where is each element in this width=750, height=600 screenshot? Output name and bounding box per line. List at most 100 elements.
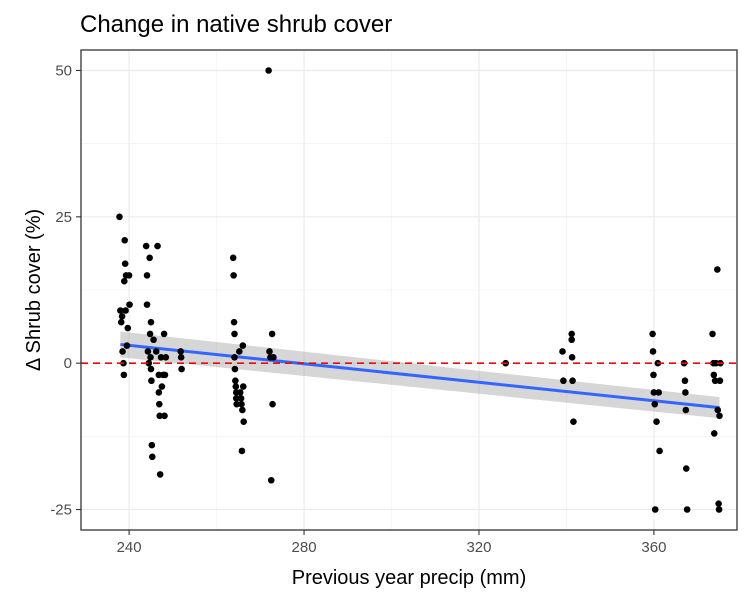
minor-gridlines	[81, 50, 737, 530]
data-point	[568, 336, 575, 344]
data-point	[143, 301, 151, 308]
data-point	[118, 313, 126, 320]
data-point	[682, 389, 689, 396]
y-axis: -25 0 25 50	[50, 62, 81, 519]
data-point	[123, 342, 131, 349]
y-tick-label: 50	[55, 62, 72, 79]
y-axis-title: Δ Shrub cover (%)	[23, 209, 45, 371]
data-point	[162, 354, 170, 361]
data-point	[681, 377, 689, 385]
data-point	[161, 412, 168, 420]
data-point	[710, 430, 718, 437]
data-point	[157, 354, 165, 361]
data-point	[270, 354, 277, 361]
data-point	[559, 348, 566, 355]
data-point	[158, 383, 166, 390]
x-tick-label: 360	[641, 539, 666, 556]
data-point	[117, 318, 125, 326]
data-point	[125, 272, 133, 279]
data-point	[154, 242, 161, 250]
data-point	[117, 307, 124, 314]
data-point	[232, 394, 240, 402]
data-point	[124, 324, 132, 332]
data-point	[714, 406, 722, 414]
data-point	[146, 330, 154, 338]
data-point	[143, 272, 151, 279]
data-point	[651, 400, 659, 408]
data-point	[161, 371, 169, 379]
data-point	[569, 377, 576, 385]
data-point	[120, 371, 128, 379]
x-axis-title: Previous year precip (mm)	[292, 567, 527, 589]
data-point	[268, 330, 276, 338]
x-axis: 240 280 320 360	[117, 530, 666, 556]
data-point	[160, 330, 168, 338]
data-point	[152, 348, 160, 355]
data-point	[121, 260, 129, 267]
data-point	[126, 301, 133, 308]
data-point	[155, 400, 163, 408]
data-point	[716, 377, 724, 385]
data-point	[145, 359, 153, 367]
data-point	[714, 266, 721, 273]
data-point	[178, 365, 185, 373]
data-point	[570, 418, 577, 426]
data-point	[156, 471, 164, 478]
data-point	[711, 377, 719, 385]
data-point	[560, 377, 567, 385]
data-point	[120, 277, 128, 285]
data-point	[146, 254, 153, 262]
data-point	[649, 348, 657, 355]
trend-line	[120, 342, 720, 410]
data-point	[233, 400, 240, 408]
data-point	[682, 406, 690, 414]
data-point	[710, 371, 718, 379]
data-points	[81, 67, 737, 513]
data-point	[147, 318, 155, 326]
data-point	[656, 447, 663, 455]
data-point	[177, 348, 185, 355]
x-tick-label: 280	[292, 539, 317, 556]
data-point	[238, 447, 246, 455]
data-point	[231, 354, 238, 361]
data-point	[148, 377, 155, 385]
data-point	[266, 348, 273, 355]
data-point	[715, 506, 723, 513]
data-point	[651, 506, 659, 513]
data-point	[231, 365, 239, 373]
data-point	[148, 441, 156, 449]
data-point	[121, 236, 129, 244]
chart-title: Change in native shrub cover	[80, 11, 392, 38]
data-point	[715, 500, 722, 507]
data-point	[650, 389, 658, 396]
data-point	[239, 406, 246, 414]
data-point	[155, 389, 163, 396]
data-point	[148, 453, 156, 461]
data-point	[237, 394, 245, 402]
data-point	[240, 418, 247, 426]
data-point	[230, 272, 237, 279]
data-point	[239, 383, 247, 390]
data-point	[177, 354, 185, 361]
data-point	[653, 418, 660, 426]
data-point	[156, 412, 164, 420]
data-point	[229, 254, 237, 262]
data-point	[716, 412, 723, 420]
data-point	[144, 348, 152, 355]
data-point	[142, 242, 150, 250]
data-point	[236, 348, 243, 355]
y-tick-label: -25	[50, 502, 72, 519]
data-point	[231, 330, 238, 338]
data-point	[150, 336, 157, 344]
data-point	[230, 318, 238, 326]
data-point	[568, 330, 575, 338]
data-point	[709, 330, 716, 338]
y-tick-label: 0	[64, 355, 72, 372]
data-point	[119, 348, 126, 355]
x-tick-label: 320	[466, 539, 491, 556]
data-point	[655, 389, 663, 396]
data-point	[682, 465, 690, 472]
data-point	[116, 213, 123, 221]
x-tick-label: 240	[117, 539, 142, 556]
